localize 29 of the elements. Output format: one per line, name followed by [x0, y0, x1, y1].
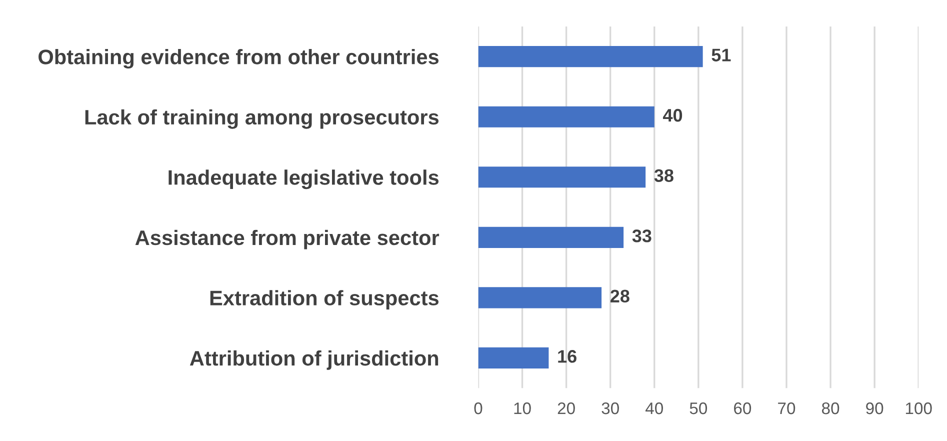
x-tick-label: 0 [474, 402, 482, 414]
x-tick-label: 10 [514, 402, 531, 414]
bar [478, 166, 646, 188]
x-tick-label: 100 [906, 402, 932, 414]
y-tick-label: Extradition of suspects [210, 290, 439, 310]
x-tick-label: 30 [602, 402, 619, 414]
data-label: 40 [662, 108, 682, 122]
bar [478, 106, 654, 128]
data-label: 38 [654, 169, 674, 182]
x-tick-label: 50 [690, 402, 708, 414]
data-label: 16 [558, 350, 576, 363]
bar [478, 287, 602, 308]
x-tick-label: 90 [866, 402, 884, 414]
y-tick-label: Inadequate legislative tools [168, 170, 439, 190]
data-label: 51 [712, 48, 731, 62]
bar [478, 226, 624, 248]
x-tick-label: 20 [558, 402, 575, 414]
x-tick-label: 70 [778, 402, 796, 414]
x-tick-label: 80 [822, 402, 840, 414]
y-tick-label: Lack of training among prosecutors [85, 109, 439, 129]
y-tick-label: Assistance from private sector [135, 230, 440, 250]
data-label: 28 [610, 290, 630, 303]
bar [478, 46, 703, 68]
y-tick-label: Attribution of jurisdiction [190, 350, 438, 370]
x-tick-label: 40 [645, 402, 663, 414]
data-label: 33 [632, 229, 652, 242]
y-tick-label: Obtaining evidence from other countries [38, 49, 439, 69]
bar [478, 347, 549, 368]
x-tick-label: 60 [734, 402, 752, 414]
